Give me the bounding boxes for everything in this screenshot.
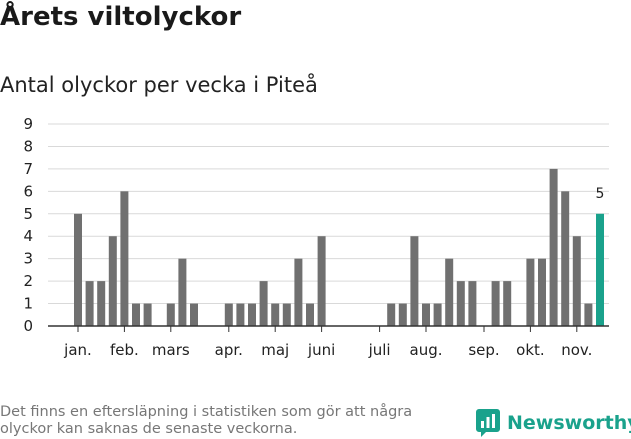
bar (387, 303, 396, 326)
brand[interactable]: Newsworthy (476, 408, 631, 438)
bar-highlight (596, 213, 604, 326)
x-tick-label: jan. (63, 341, 92, 359)
bar (271, 303, 280, 326)
y-tick-label: 6 (23, 182, 33, 200)
y-tick-label: 0 (23, 317, 33, 335)
bar (572, 236, 581, 326)
bar (306, 303, 314, 326)
x-tick-label: sep. (468, 341, 499, 359)
bar (549, 168, 558, 326)
bar (526, 258, 535, 326)
bar (97, 281, 106, 326)
bar (236, 303, 245, 326)
y-tick-label: 2 (23, 272, 33, 290)
bar (74, 213, 82, 326)
bar (538, 258, 546, 326)
bar (491, 281, 500, 326)
bar (584, 303, 593, 326)
y-tick-label: 1 (23, 295, 33, 313)
x-tick-label: feb. (110, 341, 139, 359)
bar (398, 303, 407, 326)
bar (259, 281, 268, 326)
x-tick-label: okt. (516, 341, 545, 359)
x-tick-label: mars (152, 341, 190, 359)
bar (85, 281, 94, 326)
bar (456, 281, 465, 326)
bar (433, 303, 442, 326)
bar (503, 281, 512, 326)
chart-subtitle: Antal olyckor per vecka i Piteå (0, 73, 318, 97)
bar (410, 236, 419, 326)
bar-chart: 0 1 2 3 4 5 6 7 8 9 5 jan. feb. mars apr. maj juni juli au… (23, 115, 609, 359)
x-tick-label: apr. (215, 341, 243, 359)
bar (143, 303, 152, 326)
bar (178, 258, 187, 326)
bar (120, 191, 129, 326)
bar (224, 303, 233, 326)
brand-name: Newsworthy (507, 412, 631, 434)
y-tick-label: 3 (23, 250, 33, 268)
chart-title: Årets viltolyckor (0, 2, 242, 32)
bar (190, 303, 198, 326)
y-tick-label: 7 (23, 160, 33, 178)
bar (294, 258, 303, 326)
bar (248, 303, 256, 326)
x-tick-label: juli (368, 341, 391, 359)
data-label: 5 (596, 186, 605, 202)
bar (422, 303, 430, 326)
x-tick-label: maj (261, 341, 289, 359)
newsworthy-logo-icon (476, 409, 500, 437)
y-tick-label: 4 (23, 227, 33, 245)
bar (282, 303, 291, 326)
bar (108, 236, 117, 326)
y-tick-label: 8 (23, 137, 33, 155)
y-tick-label: 9 (23, 115, 33, 133)
x-tick-label: juni (307, 341, 335, 359)
bar (166, 303, 175, 326)
bar (317, 236, 326, 326)
bar (132, 303, 140, 326)
footnote: Det finns en eftersläpning i statistiken… (0, 404, 413, 437)
bar (468, 281, 477, 326)
y-tick-label: 5 (23, 205, 33, 223)
x-tick-label: aug. (410, 341, 443, 359)
x-tick-label: nov. (561, 341, 592, 359)
bar (561, 191, 570, 326)
bar (445, 258, 454, 326)
